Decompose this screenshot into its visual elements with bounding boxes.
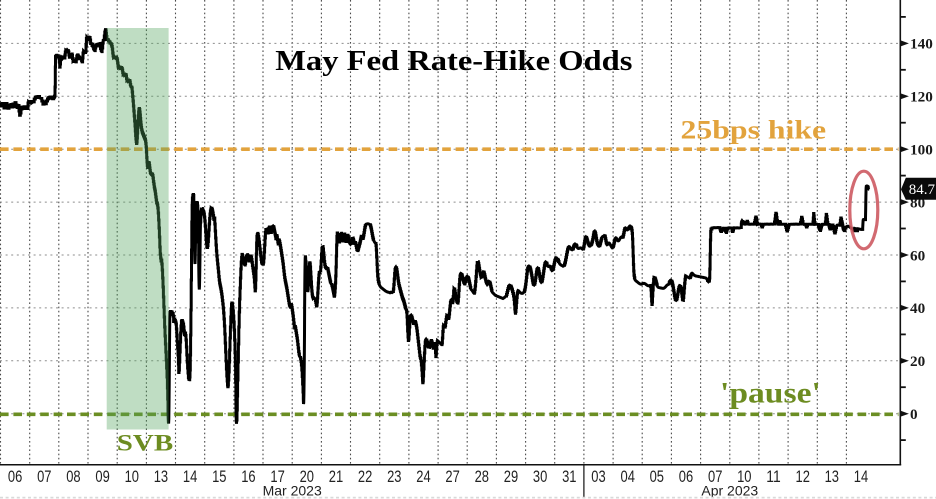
svg-text:12: 12 (796, 467, 810, 486)
svg-text:May Fed Rate-Hike Odds: May Fed Rate-Hike Odds (275, 45, 632, 76)
svg-text:84.7: 84.7 (909, 182, 936, 198)
svg-text:10: 10 (125, 467, 139, 486)
svg-text:140: 140 (910, 36, 933, 53)
svg-text:29: 29 (504, 467, 518, 486)
svg-text:27: 27 (445, 467, 459, 486)
svg-text:60: 60 (910, 247, 926, 264)
svg-text:100: 100 (910, 142, 933, 159)
svg-text:Mar 2023: Mar 2023 (263, 483, 322, 499)
svg-text:15: 15 (212, 467, 226, 486)
svg-text:05: 05 (650, 467, 664, 486)
svg-text:16: 16 (241, 467, 255, 486)
svg-text:06: 06 (679, 467, 693, 486)
svg-text:04: 04 (621, 467, 635, 486)
svg-text:SVB: SVB (117, 430, 173, 455)
svg-text:13: 13 (825, 467, 839, 486)
svg-text:0: 0 (910, 406, 918, 423)
svg-text:22: 22 (358, 467, 372, 486)
svg-text:09: 09 (95, 467, 109, 486)
svg-text:14: 14 (183, 467, 197, 486)
svg-text:28: 28 (475, 467, 489, 486)
svg-text:20: 20 (910, 353, 926, 370)
svg-text:'pause': 'pause' (720, 376, 821, 409)
svg-text:30: 30 (533, 467, 547, 486)
svg-text:21: 21 (329, 467, 343, 486)
svg-text:Apr 2023: Apr 2023 (701, 483, 758, 499)
svg-text:06: 06 (8, 467, 22, 486)
svg-text:23: 23 (387, 467, 401, 486)
svg-text:20: 20 (300, 467, 314, 486)
svg-text:24: 24 (416, 467, 430, 486)
svg-text:31: 31 (562, 467, 576, 486)
svg-text:40: 40 (910, 300, 926, 317)
svg-text:10: 10 (737, 467, 751, 486)
svg-text:17: 17 (270, 467, 284, 486)
svg-text:25bps hike: 25bps hike (681, 116, 827, 145)
svg-text:11: 11 (766, 467, 780, 486)
svg-text:07: 07 (708, 467, 722, 486)
svg-text:120: 120 (910, 89, 933, 106)
svg-text:03: 03 (591, 467, 605, 486)
svg-text:14: 14 (854, 467, 868, 486)
svg-text:13: 13 (154, 467, 168, 486)
svg-text:08: 08 (66, 467, 80, 486)
svg-text:07: 07 (37, 467, 51, 486)
